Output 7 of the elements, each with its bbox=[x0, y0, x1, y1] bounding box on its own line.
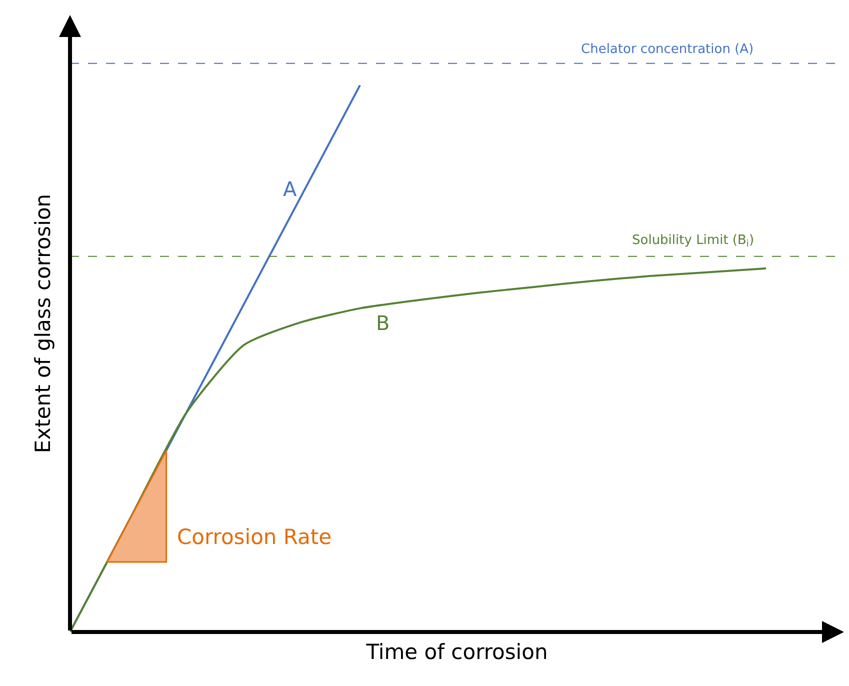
x-axis-title: Time of corrosion bbox=[365, 640, 548, 664]
y-axis-title: Extent of glass corrosion bbox=[31, 194, 56, 454]
series-label: A bbox=[283, 177, 297, 201]
annotation: Corrosion Rate bbox=[177, 525, 332, 549]
ref-line-label: Solubility Limit (B$_{i}$) bbox=[632, 233, 754, 250]
series-label: B bbox=[376, 311, 390, 335]
ref-line-label: Chelator concentration (A) bbox=[581, 42, 754, 57]
